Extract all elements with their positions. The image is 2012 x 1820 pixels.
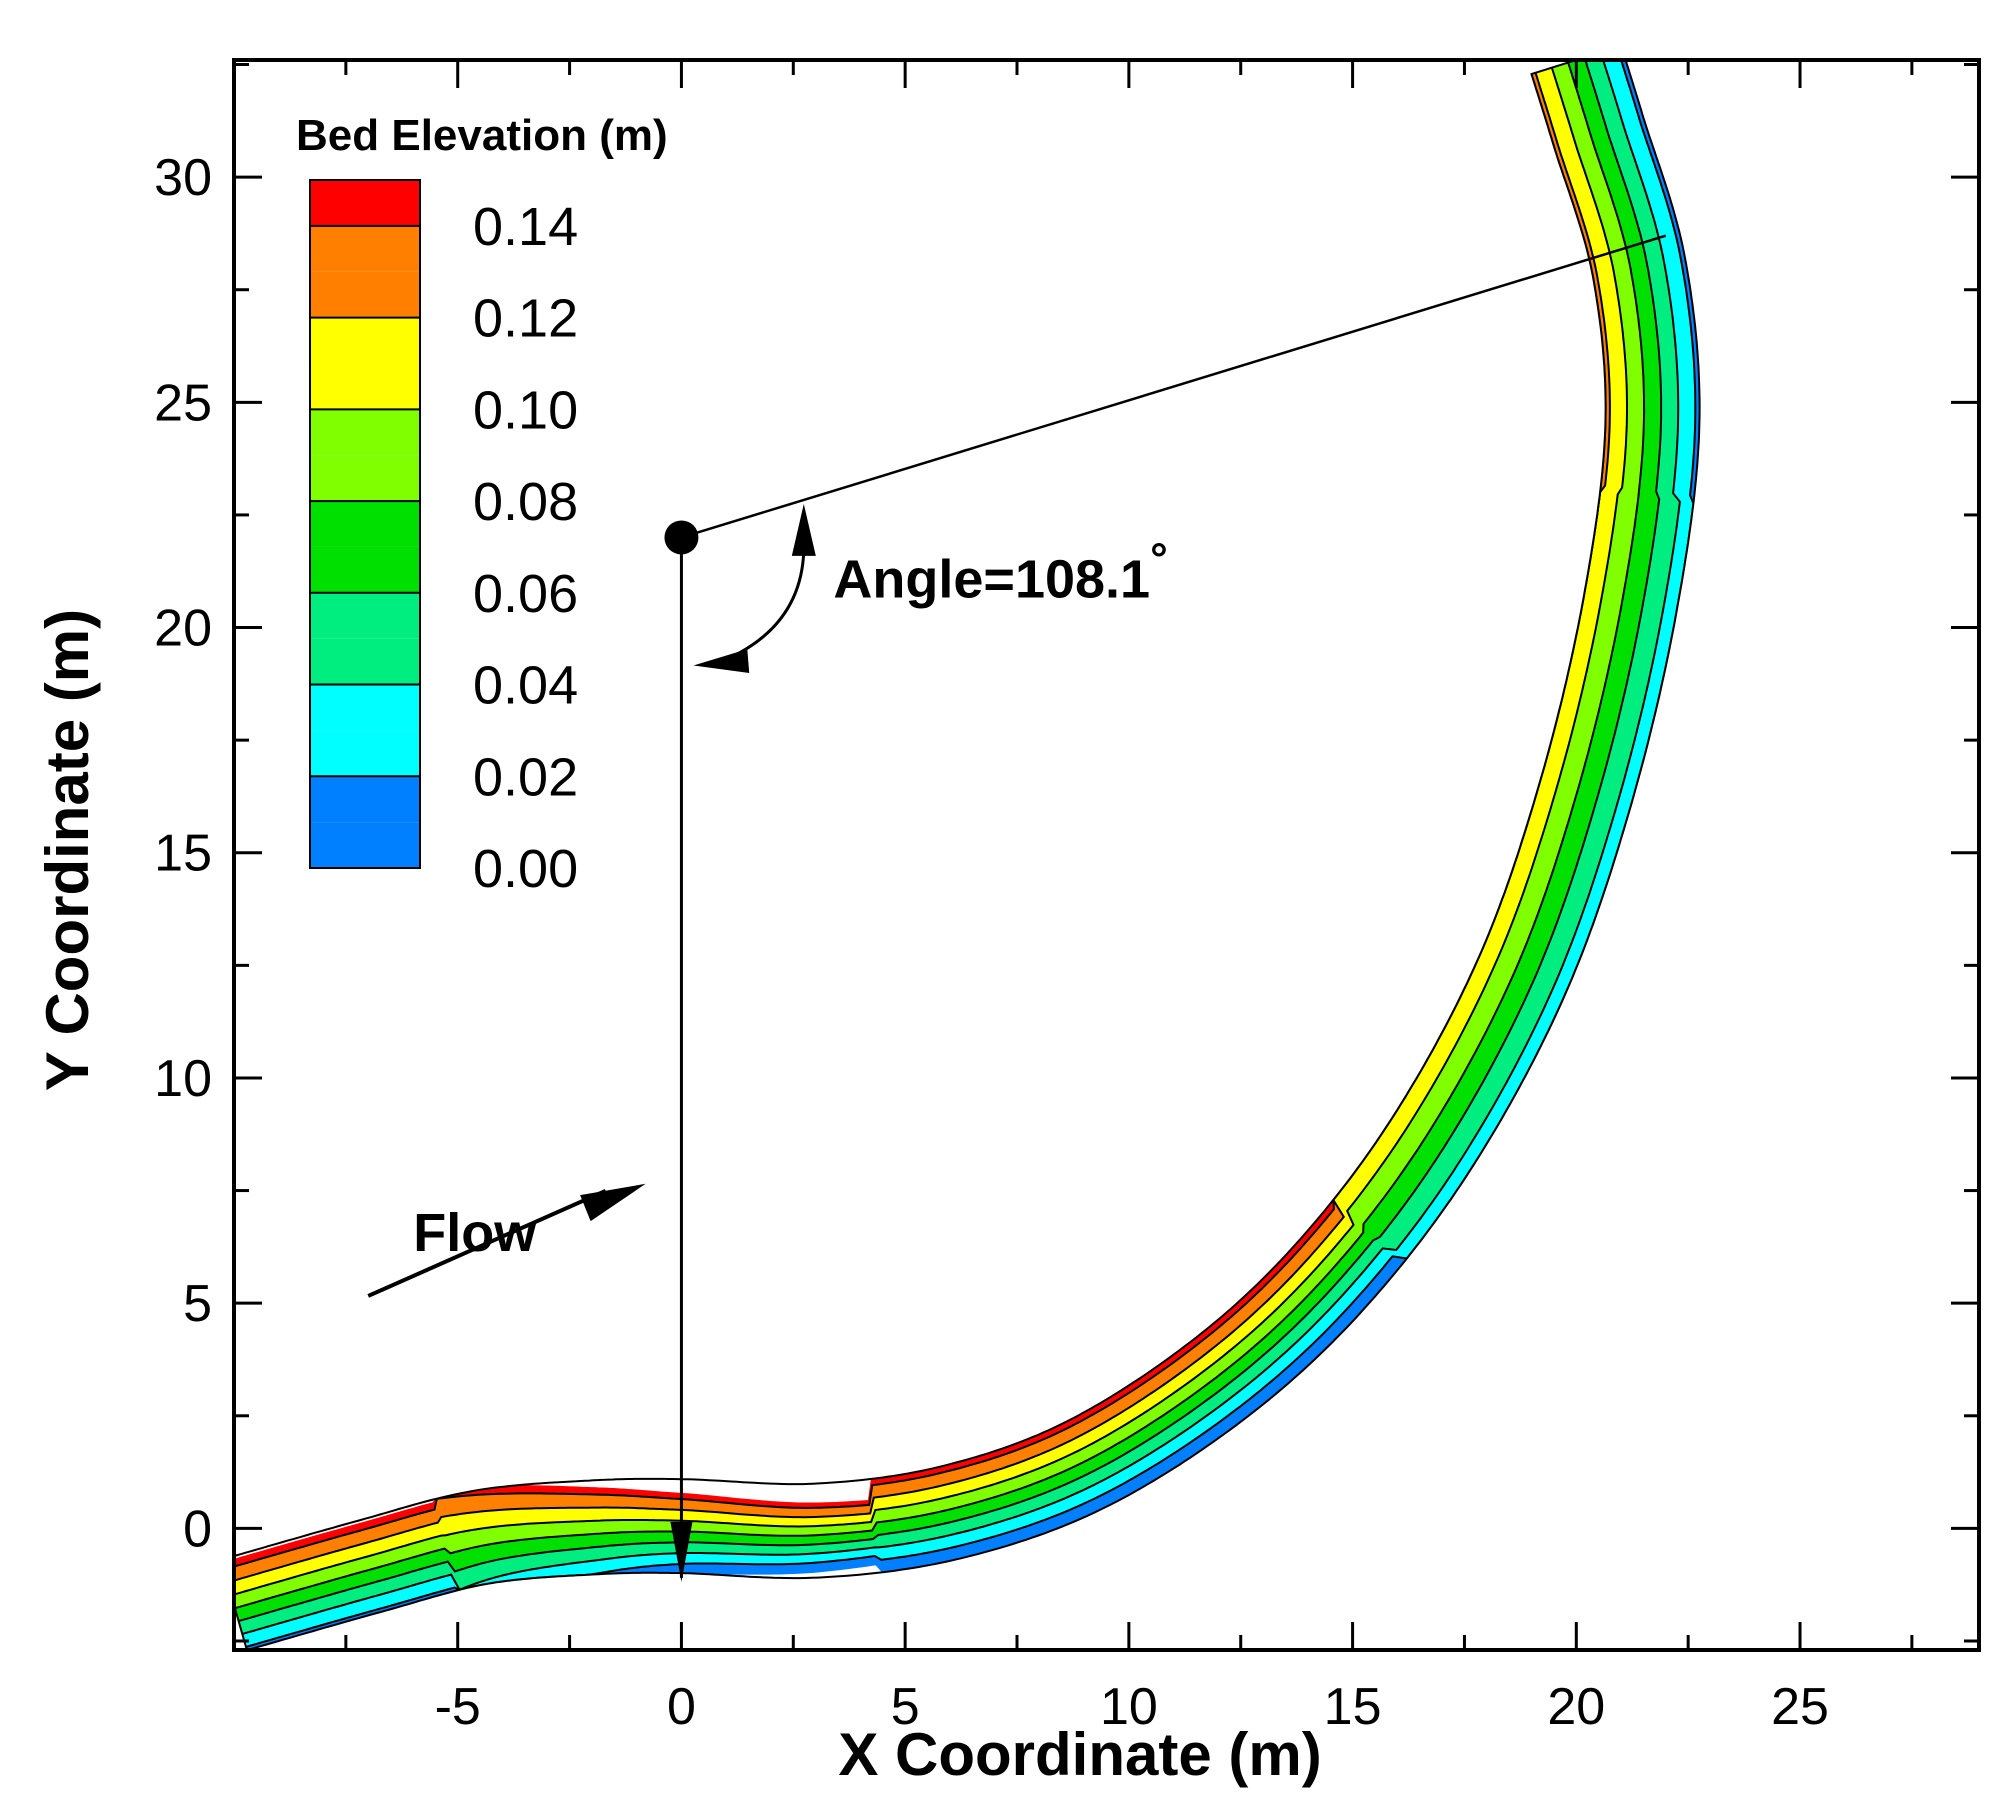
contour-band [239, 60, 1681, 1635]
legend-label: 0.00 [473, 839, 578, 899]
legend-swatch [310, 776, 420, 823]
legend-swatch [310, 638, 420, 685]
contour-line [234, 73, 1607, 1571]
contour-band [234, 69, 1620, 1590]
contour-line [242, 60, 1681, 1635]
flow-arrowhead [580, 1183, 646, 1222]
legend-label: 0.10 [473, 380, 578, 440]
vertical-line-arrowhead [670, 1521, 693, 1582]
legend-swatch [310, 501, 420, 547]
legend-label: 0.12 [473, 289, 578, 349]
x-axis-tick-labels: -5 0 5 10 15 20 25 [435, 1678, 1829, 1736]
contour-band [245, 60, 1700, 1650]
x-tick-label: 15 [1324, 1678, 1382, 1736]
y-tick-label: 5 [183, 1275, 212, 1333]
contour-band [234, 66, 1628, 1597]
contour-band [235, 60, 1662, 1623]
contour-line [234, 62, 1646, 1610]
x-tick-label: 5 [891, 1678, 920, 1736]
angle-arc-arrowhead-radius [791, 503, 816, 556]
radius-line [681, 234, 1667, 539]
legend-label: 0.04 [473, 656, 578, 716]
legend-swatch [310, 822, 420, 868]
x-tick-label: 10 [1100, 1678, 1158, 1736]
x-tick-label: 20 [1547, 1678, 1605, 1736]
y-tick-label: 30 [154, 149, 212, 207]
x-tick-label: 25 [1771, 1678, 1829, 1736]
contour-band [234, 71, 1611, 1584]
legend-label: 0.02 [473, 747, 578, 807]
flow-arrow [367, 1188, 607, 1298]
y-tick-label: 10 [154, 1050, 212, 1108]
plot-frame [232, 58, 1981, 1652]
legend-frame [309, 179, 421, 869]
legend-swatch [310, 592, 420, 639]
channel-bed-contours [234, 60, 1701, 1650]
legend-swatch [310, 317, 420, 364]
contour-band [234, 60, 1654, 1616]
contour-line [245, 60, 1697, 1648]
y-tick-label: 25 [154, 374, 212, 432]
flow-label: Flow [413, 1203, 537, 1263]
contour-band [241, 60, 1692, 1642]
legend-swatch [310, 271, 420, 318]
legend-swatch [310, 684, 420, 731]
y-tick-label: 20 [154, 600, 212, 658]
y-axis-tick-labels: 0 5 10 15 20 25 30 [154, 149, 212, 1558]
y-tick-label: 0 [183, 1500, 212, 1558]
legend-swatch [310, 180, 420, 226]
axes: -5 0 5 10 15 20 25 0 5 10 15 20 25 30 X Coordinate (… [34, 58, 1981, 1788]
contour-band [237, 60, 1671, 1629]
legend-title: Bed Elevation (m) [296, 111, 668, 160]
x-axis-title: X Coordinate (m) [838, 1721, 1321, 1788]
contour-band [243, 60, 1697, 1648]
legend-swatch [310, 455, 420, 502]
contour-band [246, 60, 1700, 1650]
contour-band [234, 73, 1607, 1577]
degree-symbol: ° [1150, 534, 1168, 583]
angle-annotation: Angle=108.1° Flow [367, 234, 1667, 1582]
legend-label: 0.06 [473, 564, 578, 624]
legend-label: 0.08 [473, 472, 578, 532]
legend-swatch [310, 546, 420, 593]
contour-band [234, 61, 1645, 1610]
contour-band [234, 73, 1607, 1571]
contour-band [234, 64, 1637, 1603]
y-axis-ticks [234, 63, 1979, 1643]
y-axis-title: Y Coordinate (m) [34, 609, 101, 1091]
angle-label: Angle=108.1° [833, 534, 1167, 609]
pivot-point [664, 520, 699, 555]
contour-line [234, 67, 1628, 1597]
x-tick-label: 0 [667, 1678, 696, 1736]
y-tick-label: 15 [154, 825, 212, 883]
contour-line [234, 72, 1611, 1584]
legend-swatch [310, 225, 420, 272]
contour-line [238, 60, 1663, 1623]
x-tick-label: -5 [435, 1678, 481, 1736]
legend-label: 0.14 [473, 197, 578, 257]
angle-arc [710, 549, 806, 667]
angle-arc-arrowhead-vertical [693, 649, 750, 674]
legend: Bed Elevation (m) 0.14 0.12 0.10 0.08 0.06 0.… [296, 111, 668, 899]
legend-swatch [310, 363, 420, 410]
channel-outline [234, 60, 1701, 1650]
legend-swatch [310, 409, 420, 456]
x-axis-ticks [232, 60, 1914, 1650]
legend-swatch [310, 730, 420, 777]
